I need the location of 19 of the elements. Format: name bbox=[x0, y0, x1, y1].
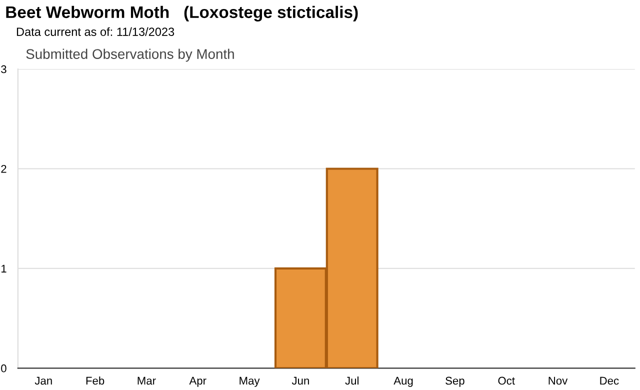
x-tick-label: Jul bbox=[345, 376, 358, 385]
x-tick-label: Mar bbox=[138, 376, 156, 385]
y-tick-label: 2 bbox=[1, 165, 6, 173]
y-tick-label: 3 bbox=[1, 65, 6, 74]
y-tick-label: 0 bbox=[1, 364, 6, 372]
x-tick-label: Oct bbox=[498, 376, 515, 385]
x-tick-label: Dec bbox=[600, 376, 619, 385]
x-tick-label: Jan bbox=[34, 376, 52, 385]
x-tick-label: Jun bbox=[292, 376, 309, 385]
x-tick-label: Aug bbox=[394, 376, 413, 387]
y-tick-label: 1 bbox=[1, 264, 6, 272]
x-tick-label: Sep bbox=[446, 376, 464, 387]
chart-subtitle: Data current as of: 11/13/2023 bbox=[16, 27, 174, 36]
x-tick-label: May bbox=[240, 376, 260, 387]
x-tick-label: Feb bbox=[86, 376, 104, 385]
text: Submitted Observations by Month bbox=[26, 48, 234, 62]
x-tick-label: Apr bbox=[189, 376, 206, 387]
chart-title: Beet Webworm Moth (Loxostege sticticalis) bbox=[6, 6, 358, 22]
x-tick-label: Nov bbox=[548, 376, 568, 385]
